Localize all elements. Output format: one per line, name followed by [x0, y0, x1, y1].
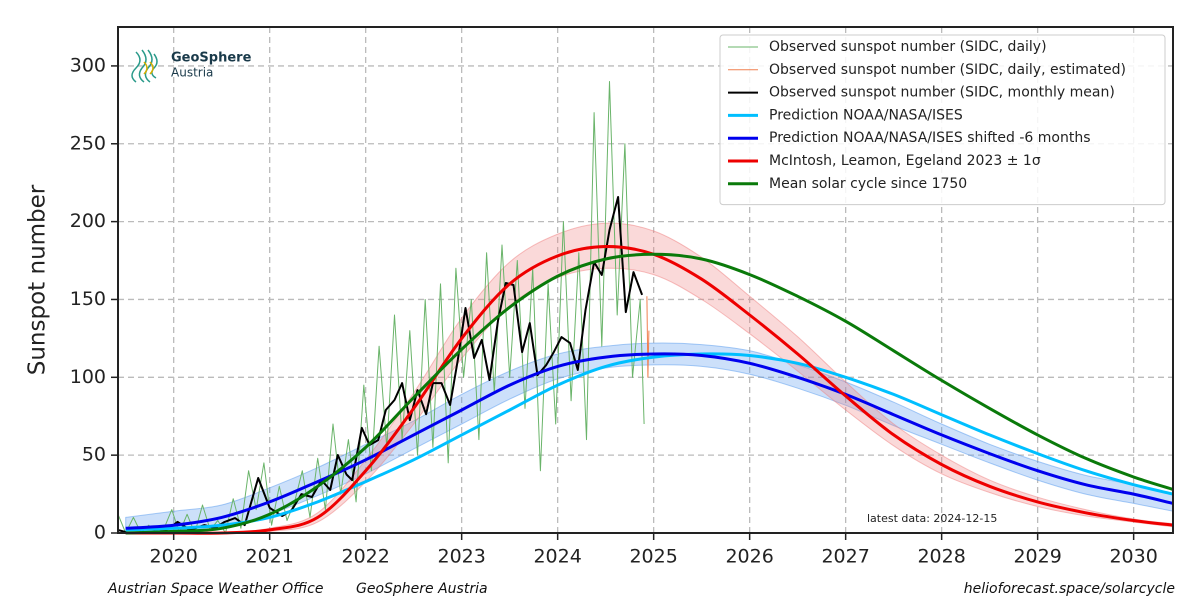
x-tick-label: 2023 — [437, 546, 485, 568]
axes: 0 50 100 150 200 250 300 2020 2021 2022 2023 2024 20… — [70, 54, 1158, 567]
y-tick-label: 200 — [70, 210, 106, 232]
x-tick-label: 2030 — [1109, 546, 1157, 568]
legend-box — [719, 34, 1166, 206]
x-tick-label: 2022 — [341, 546, 389, 568]
y-tick-label: 100 — [70, 366, 106, 388]
y-tick-label: 250 — [70, 132, 106, 154]
y-tick-label: 0 — [94, 522, 106, 544]
x-tick-label: 2024 — [533, 546, 581, 568]
legend-label: Observed sunspot number (SIDC, daily) — [769, 39, 1047, 55]
legend-label: McIntosh, Leamon, Egeland 2023 ± 1σ — [769, 153, 1041, 169]
logo-text: Austria — [171, 66, 213, 80]
x-tick-label: 2025 — [629, 546, 677, 568]
x-tick-label: 2020 — [149, 546, 197, 568]
series-line — [117, 81, 645, 534]
series-line — [125, 244, 1174, 535]
series-line — [125, 352, 1174, 532]
footer-text: Austrian Space Weather Office — [107, 581, 323, 597]
plot-frame — [117, 26, 1174, 534]
series-line — [646, 296, 650, 378]
logo-mark — [131, 49, 158, 83]
x-tick-label: 2021 — [245, 546, 293, 568]
x-tick-label: 2029 — [1013, 546, 1061, 568]
logo: GeoSphere Austria — [131, 49, 252, 83]
y-tick-label: 300 — [70, 54, 106, 76]
footer-text: GeoSphere Austria — [356, 581, 488, 597]
logo-mark — [143, 61, 154, 75]
legend-label: Prediction NOAA/NASA/ISES — [769, 107, 963, 123]
lines — [117, 81, 1174, 535]
x-tick-label: 2027 — [821, 546, 869, 568]
x-tick-label: 2028 — [917, 546, 965, 568]
legend-label: Observed sunspot number (SIDC, daily, es… — [769, 62, 1126, 78]
footer-text: helioforecast.space/solarcycle — [964, 581, 1175, 597]
y-tick-label: 150 — [70, 288, 106, 310]
annotation: latest data: 2024-12-15 — [867, 512, 997, 525]
legend-label: Observed sunspot number (SIDC, monthly m… — [769, 85, 1115, 101]
legend-label: Prediction NOAA/NASA/ISES shifted -6 mon… — [769, 130, 1091, 146]
y-axis-label: Sunspot number — [25, 184, 51, 375]
x-tick-label: 2026 — [725, 546, 773, 568]
legend-label: Mean solar cycle since 1750 — [769, 176, 967, 192]
logo-text: GeoSphere — [171, 51, 252, 66]
series-line — [125, 352, 1174, 530]
series-line — [125, 252, 1174, 535]
y-tick-label: 50 — [82, 444, 106, 466]
legend: Observed sunspot number (SIDC, daily) Obs… — [719, 34, 1166, 206]
